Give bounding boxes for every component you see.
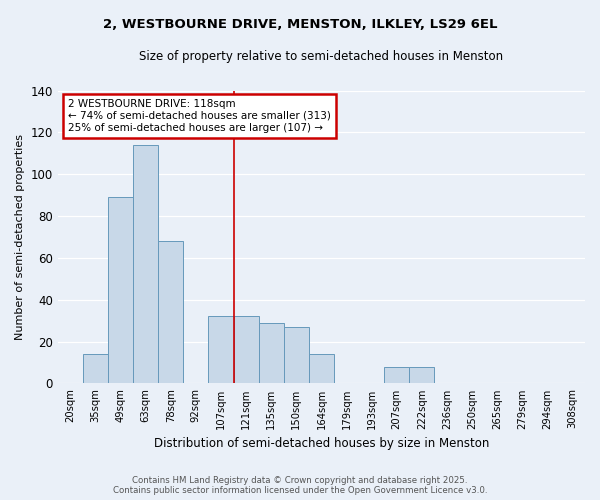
Text: 2, WESTBOURNE DRIVE, MENSTON, ILKLEY, LS29 6EL: 2, WESTBOURNE DRIVE, MENSTON, ILKLEY, LS… [103,18,497,30]
Bar [309,354,334,384]
X-axis label: Distribution of semi-detached houses by size in Menston: Distribution of semi-detached houses by … [154,437,489,450]
Bar [108,197,133,384]
Bar [133,145,158,384]
Bar [158,241,184,384]
Bar [384,366,409,384]
Bar [259,323,284,384]
Bar [233,316,259,384]
Bar [284,327,309,384]
Bar [409,366,434,384]
Y-axis label: Number of semi-detached properties: Number of semi-detached properties [15,134,25,340]
Title: Size of property relative to semi-detached houses in Menston: Size of property relative to semi-detach… [139,50,503,63]
Bar [208,316,233,384]
Text: 2 WESTBOURNE DRIVE: 118sqm
← 74% of semi-detached houses are smaller (313)
25% o: 2 WESTBOURNE DRIVE: 118sqm ← 74% of semi… [68,100,331,132]
Text: Contains HM Land Registry data © Crown copyright and database right 2025.
Contai: Contains HM Land Registry data © Crown c… [113,476,487,495]
Bar [83,354,108,384]
